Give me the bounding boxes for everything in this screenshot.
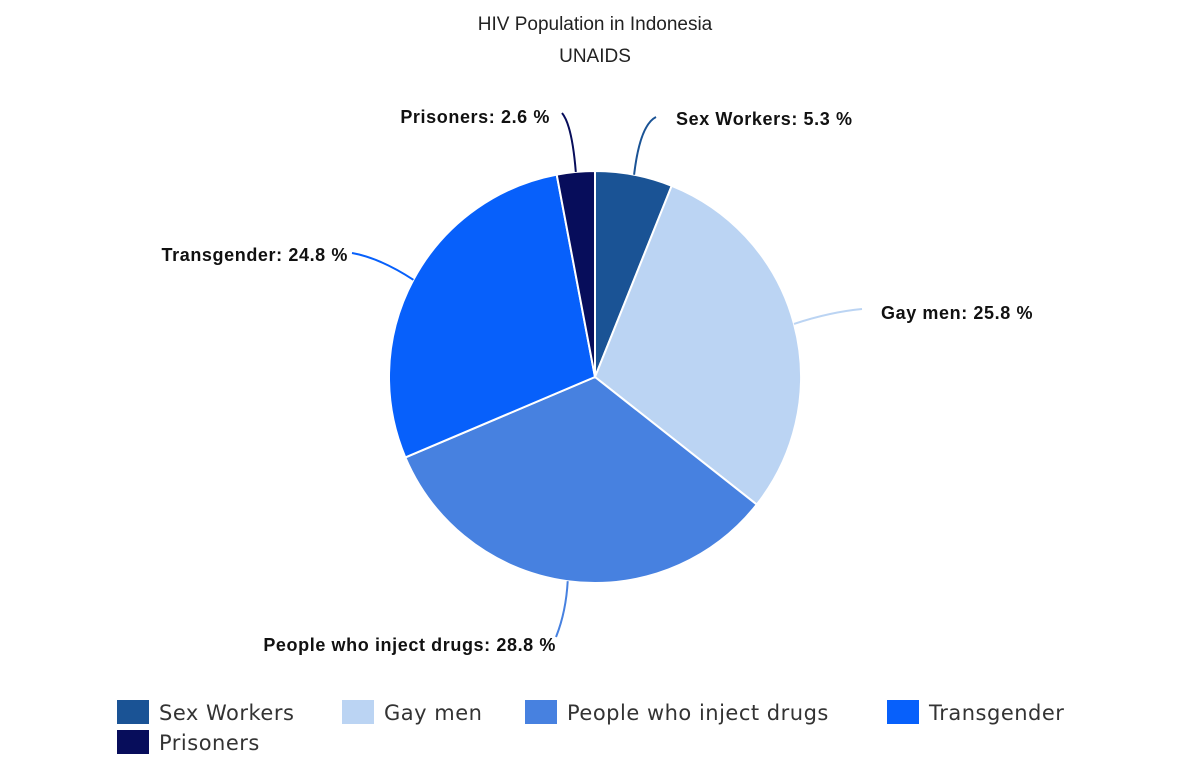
- legend-item-transgender[interactable]: Transgender: [887, 700, 1064, 725]
- legend-swatch-sex-workers: [117, 700, 149, 724]
- label-connector-gay-men: [793, 308, 863, 325]
- legend-label-gay-men: Gay men: [384, 701, 482, 725]
- chart-title: HIV Population in Indonesia: [478, 14, 713, 35]
- legend-item-prisoners[interactable]: Prisoners: [117, 730, 260, 755]
- legend-item-sex-workers[interactable]: Sex Workers: [117, 700, 294, 725]
- data-label-transgender: Transgender: 24.8 %: [162, 245, 348, 265]
- legend-swatch-people-who-inject-drugs: [525, 700, 557, 724]
- legend-swatch-transgender: [887, 700, 919, 724]
- chart-subtitle: UNAIDS: [559, 46, 631, 67]
- legend-label-people-who-inject-drugs: People who inject drugs: [567, 701, 829, 725]
- pie-slices: [387, 170, 802, 584]
- data-label-people-who-inject-drugs: People who inject drugs: 28.8 %: [263, 635, 556, 655]
- legend-swatch-gay-men: [342, 700, 374, 724]
- legend-label-sex-workers: Sex Workers: [159, 701, 294, 725]
- label-connector-sex-workers: [633, 116, 657, 175]
- label-connectors: [351, 112, 863, 638]
- slice-labels: Sex Workers: 5.3 % Gay men: 25.8 % People …: [162, 107, 1033, 655]
- legend-item-gay-men[interactable]: Gay men: [342, 700, 482, 725]
- pie-slice-transgender[interactable]: [387, 173, 596, 459]
- data-label-gay-men: Gay men: 25.8 %: [881, 303, 1033, 323]
- legend-label-transgender: Transgender: [928, 701, 1064, 725]
- legend-label-prisoners: Prisoners: [159, 731, 260, 755]
- label-connector-transgender: [351, 252, 414, 281]
- legend-item-people-who-inject-drugs[interactable]: People who inject drugs: [525, 700, 829, 725]
- data-label-sex-workers: Sex Workers: 5.3 %: [676, 109, 853, 129]
- pie-slice-people-who-inject-drugs[interactable]: [404, 376, 758, 584]
- legend-swatch-prisoners: [117, 730, 149, 754]
- label-connector-people-who-inject-drugs: [555, 581, 569, 638]
- legend: Sex Workers Gay men People who inject drug…: [117, 700, 1064, 755]
- data-label-prisoners: Prisoners: 2.6 %: [400, 107, 550, 127]
- label-connector-prisoners: [561, 112, 577, 172]
